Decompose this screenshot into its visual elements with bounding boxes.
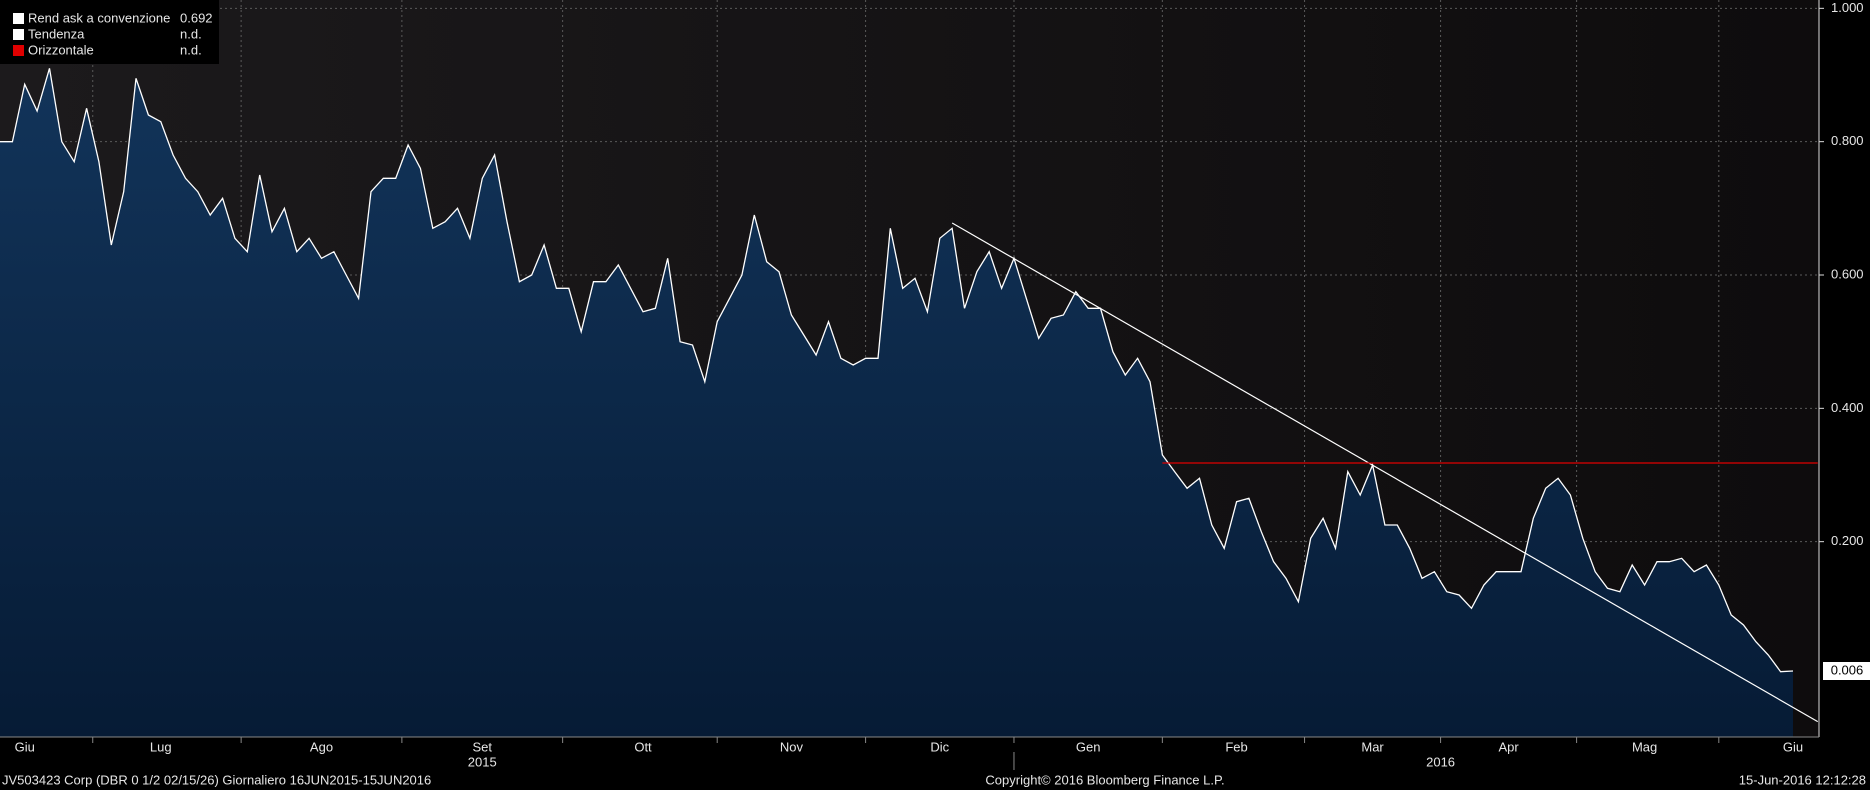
legend-label: Tendenza (28, 26, 85, 41)
x-tick-label: Dic (930, 739, 949, 754)
y-tick-label: 0.400 (1831, 400, 1864, 415)
x-tick-label: Apr (1498, 739, 1519, 754)
legend-swatch (13, 13, 24, 24)
legend-swatch (13, 45, 24, 56)
x-tick-label: Mar (1361, 739, 1384, 754)
legend-label: Orizzontale (28, 42, 94, 57)
legend-label: Rend ask a convenzione (28, 10, 170, 25)
footer-right: 15-Jun-2016 12:12:28 (1739, 772, 1866, 787)
x-tick-label: Feb (1225, 739, 1247, 754)
year-label: 2016 (1426, 754, 1455, 769)
area (0, 68, 1793, 738)
footer-center: Copyright© 2016 Bloomberg Finance L.P. (985, 772, 1224, 787)
last-value-label: 0.006 (1831, 662, 1864, 677)
y-tick-label: 0.600 (1831, 266, 1864, 281)
y-tick-label: 0.800 (1831, 133, 1864, 148)
grid (0, 0, 1819, 737)
legend-box (0, 0, 219, 64)
last-value-box (1823, 662, 1870, 680)
legend-swatch (13, 29, 24, 40)
y-tick-label: 0.200 (1831, 533, 1864, 548)
annotation-line (951, 222, 1819, 723)
x-tick-label: Gen (1076, 739, 1101, 754)
x-tick-label: Nov (780, 739, 804, 754)
x-tick-label: Lug (150, 739, 172, 754)
line (0, 68, 1794, 673)
labels: 0.200 0.400 0.600 0.800 1.000 Giu Lug Ago Set Ott… (15, 0, 1870, 770)
legend-value: 0.692 (180, 10, 213, 25)
x-tick-label: Ott (634, 739, 652, 754)
x-tick-label: Mag (1632, 739, 1657, 754)
marks (0, 68, 1819, 738)
year-label: 2015 (468, 754, 497, 769)
x-tick-label: Set (472, 739, 492, 754)
legend-value: n.d. (180, 26, 202, 41)
x-tick-label: Ago (310, 739, 333, 754)
legend: Rend ask a convenzione 0.692 Tendenza n.d. O… (13, 10, 213, 57)
y-tick-label: 1.000 (1831, 0, 1864, 15)
x-tick-label: Giu (1783, 739, 1803, 754)
footer-left: JV503423 Corp (DBR 0 1/2 02/15/26) Giorn… (2, 772, 431, 787)
legend-value: n.d. (180, 42, 202, 57)
x-tick-label: Giu (15, 739, 35, 754)
